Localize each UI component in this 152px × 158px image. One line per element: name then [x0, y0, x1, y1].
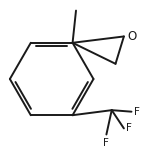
Text: F: F	[126, 123, 132, 133]
Text: F: F	[134, 107, 140, 117]
Text: F: F	[104, 138, 109, 148]
Text: O: O	[127, 30, 136, 43]
